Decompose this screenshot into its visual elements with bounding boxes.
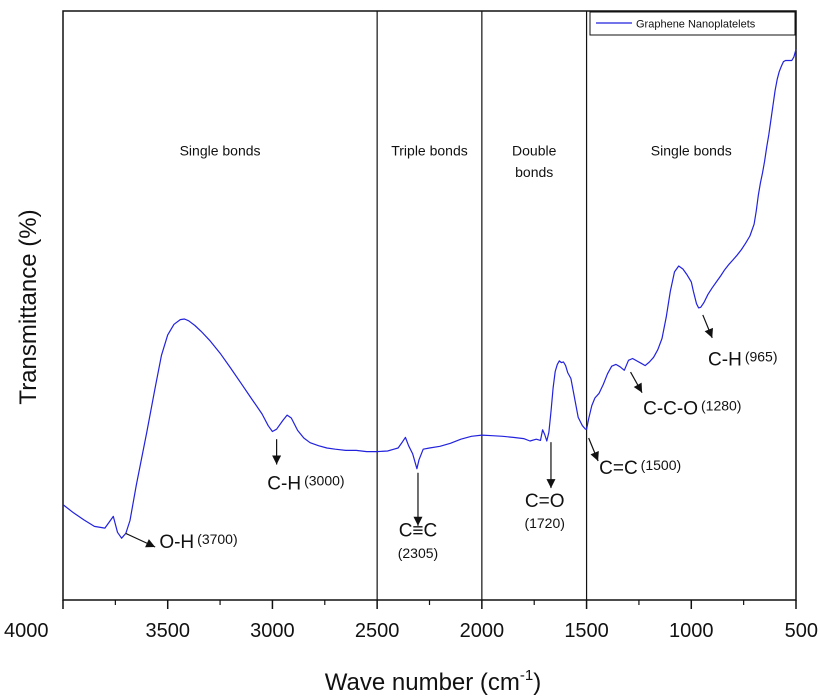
legend-label: Graphene Nanoplatelets: [636, 19, 756, 31]
plot-frame: [62, 10, 797, 601]
region-dividers: [376, 11, 588, 600]
annotation-wavenumber: (3000): [304, 472, 344, 488]
annotation-arrowhead: [590, 450, 599, 461]
region-label: Double: [512, 142, 557, 158]
annotation-bond: C=C: [599, 458, 638, 479]
annotation-arrowhead: [145, 539, 156, 548]
annotation-arrowhead: [546, 479, 556, 489]
annotation-bond: O-H: [159, 532, 194, 553]
x-tick-label: 500: [785, 620, 818, 642]
x-axis-title: Wave number (cm-1): [325, 667, 542, 696]
legend-box: [589, 11, 796, 36]
x-tick-label: 3000: [250, 620, 295, 642]
region-labels: Single bonds Triple bonds Double bonds Singl…: [180, 142, 732, 180]
annotation-label: C-H (965): [708, 349, 777, 371]
annotation-wavenumber: (965): [745, 349, 778, 365]
x-tick-label: 1000: [669, 620, 714, 642]
annotation-arrowhead: [272, 455, 282, 465]
region-label: Single bonds: [180, 142, 261, 158]
annotation-wavenumber: (1280): [701, 397, 741, 413]
peak-annotations: O-H (3700)C-H (3000)C≡C(2305)C=O(1720)C=C(…: [125, 314, 778, 561]
legend: Graphene Nanoplatelets: [589, 11, 796, 36]
annotation-label: C=C (1500): [599, 457, 681, 479]
region-label: Single bonds: [651, 142, 732, 158]
y-axis-title: Transmittance (%): [15, 209, 42, 404]
annotation-arrowhead: [413, 516, 423, 526]
x-axis-ticks: 4000 3500 3000 2500 2000 1500 1000 500: [4, 600, 818, 642]
series-line: [62, 49, 797, 539]
x-tick-label: 2500: [355, 620, 400, 642]
annotation-wavenumber: (1500): [641, 457, 681, 473]
region-label: bonds: [515, 164, 553, 180]
annotation-bond: C≡C: [399, 520, 438, 541]
x-tick-label: 1500: [564, 620, 609, 642]
annotation-wavenumber: (1720): [524, 515, 564, 531]
annotation-bond: C-C-O: [643, 398, 698, 419]
annotation-label: C-C-O (1280): [643, 397, 741, 419]
annotation-label: O-H (3700): [159, 531, 237, 553]
x-axis-title-close: ): [533, 669, 541, 696]
annotation-arrowhead: [633, 382, 643, 393]
x-tick-label: 4000: [4, 620, 49, 642]
annotation-bond: C-H: [708, 350, 742, 371]
x-tick-label: 2000: [460, 620, 505, 642]
x-axis-title-sup: -1: [520, 667, 533, 684]
x-axis-title-main: Wave number (cm: [325, 669, 520, 696]
region-label: Triple bonds: [391, 142, 468, 158]
annotation-label: C-H (3000): [267, 472, 344, 494]
annotation-wavenumber: (3700): [197, 531, 237, 547]
annotation-bond: C=O: [525, 491, 565, 512]
x-tick-label: 3500: [145, 620, 190, 642]
annotation-wavenumber: (2305): [398, 545, 438, 561]
annotation-arrowhead: [704, 327, 713, 338]
series-layer: [62, 49, 797, 539]
annotation-bond: C-H: [267, 473, 301, 494]
